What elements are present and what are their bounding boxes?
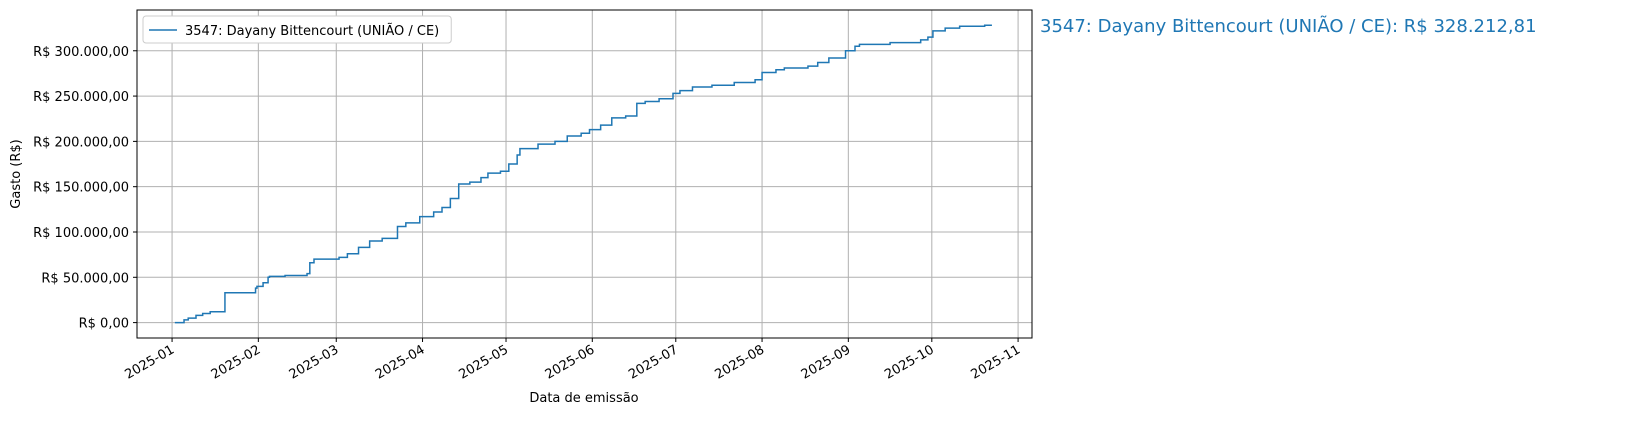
- x-tick-label: 2025-08: [713, 342, 768, 382]
- y-tick-label: R$ 0,00: [79, 317, 129, 332]
- x-tick-label: 2025-11: [969, 342, 1024, 382]
- x-tick-label: 2025-05: [456, 342, 511, 382]
- x-tick-label: 2025-01: [123, 342, 178, 382]
- annotation: 3547: Dayany Bittencourt (UNIÃO / CE): R…: [1040, 15, 1537, 37]
- plot-frame: [136, 9, 1033, 339]
- x-tick-label: 2025-06: [543, 342, 598, 382]
- y-tick-label: R$ 100.000,00: [33, 226, 129, 241]
- x-tick-label: 2025-09: [799, 342, 854, 382]
- legend-label: 3547: Dayany Bittencourt (UNIÃO / CE): [185, 23, 439, 39]
- x-tick-label: 2025-03: [287, 342, 342, 382]
- x-axis-label: Data de emissão: [529, 391, 638, 406]
- y-axis-label: Gasto (R$): [9, 139, 24, 208]
- y-tick-label: R$ 200.000,00: [33, 135, 129, 150]
- x-tick-label: 2025-07: [626, 342, 681, 382]
- y-tick-label: R$ 250.000,00: [33, 90, 129, 105]
- x-tick-label: 2025-02: [209, 342, 264, 382]
- x-tick-label: 2025-10: [882, 342, 937, 382]
- y-tick-label: R$ 300.000,00: [33, 45, 129, 60]
- x-tick-label: 2025-04: [373, 342, 428, 382]
- y-tick-label: R$ 50.000,00: [41, 271, 129, 286]
- legend-box: [142, 15, 452, 44]
- y-tick-label: R$ 150.000,00: [33, 181, 129, 196]
- line: [174, 24, 992, 324]
